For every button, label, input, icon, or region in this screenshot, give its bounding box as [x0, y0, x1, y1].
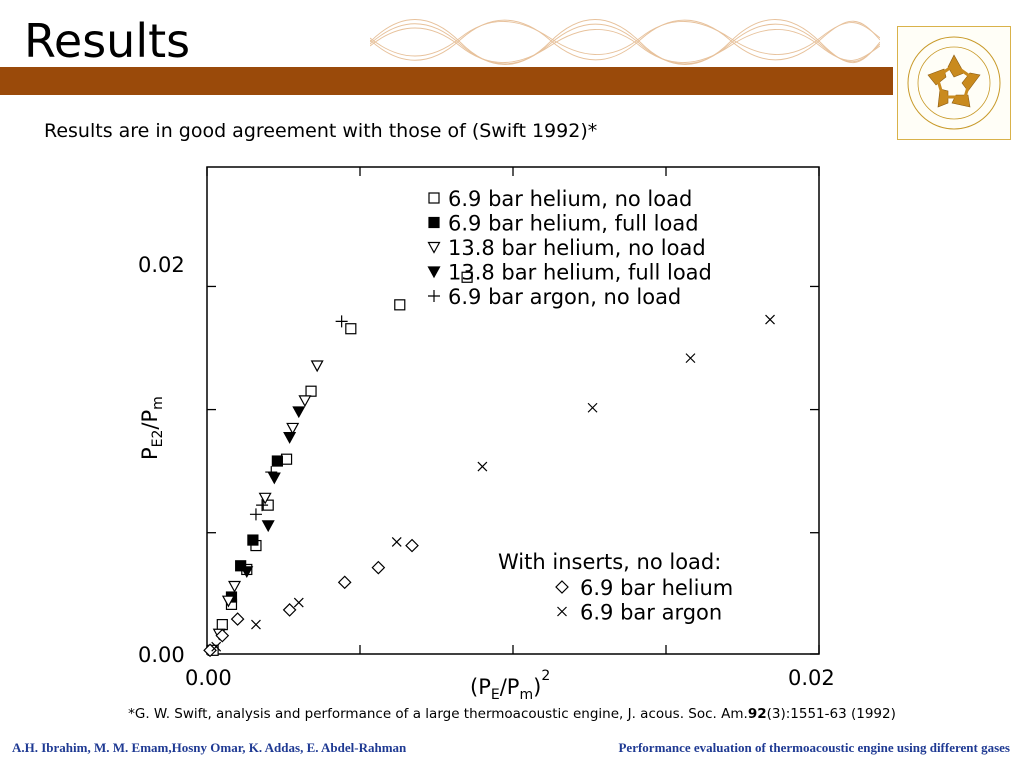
point-s1-3: [271, 455, 283, 467]
x-tick-label-1: 0.02: [788, 666, 835, 690]
point-s3-3: [283, 432, 297, 444]
point-s2-5: [298, 395, 312, 408]
point-s0-8: [345, 323, 357, 335]
point-s5-2: [230, 612, 245, 626]
point-s2-1: [221, 595, 235, 608]
legend-label-4: 6.9 bar argon, no load: [448, 285, 681, 309]
footer-title: Performance evaluation of thermoacoustic…: [618, 740, 1010, 755]
y-tick-label-0: 0.00: [138, 643, 185, 667]
point-s6-7: [765, 314, 775, 325]
point-s6-3: [391, 536, 402, 547]
point-s3-2: [267, 472, 281, 485]
legend-label-2: 13.8 bar helium, no load: [448, 236, 706, 260]
point-s6-1: [251, 619, 261, 630]
reference-suffix: (3):1551-63 (1992): [766, 706, 896, 722]
auc-logo: [897, 26, 1011, 140]
point-s6-2: [293, 597, 304, 608]
legend-marker-1: [428, 216, 440, 229]
legend-marker-0: [428, 192, 440, 204]
legend-inserts-title: With inserts, no load:: [498, 550, 721, 574]
slide-title: Results: [24, 14, 191, 68]
point-s2-2: [228, 580, 242, 593]
point-s5-3: [282, 603, 297, 617]
legend-label-3: 13.8 bar helium, full load: [448, 261, 712, 285]
x-tick-label-0: 0.00: [185, 666, 232, 690]
footer-authors: A.H. Ibrahim, M. M. Emam,Hosny Omar, K. …: [12, 740, 407, 755]
point-s2-3: [258, 492, 272, 505]
point-s0-1: [216, 618, 228, 631]
point-s6-0: [211, 641, 222, 652]
reference-prefix: *G. W. Swift, analysis and performance o…: [128, 706, 748, 722]
y-axis-label: PE2/Pm: [138, 396, 166, 460]
point-s0-10: [461, 271, 473, 283]
legend-marker-2: [427, 241, 441, 254]
legend-label-5: 6.9 bar helium: [580, 576, 733, 600]
point-s5-1: [215, 628, 230, 643]
point-s2-4: [286, 422, 300, 435]
legend-label-1: 6.9 bar helium, full load: [448, 212, 699, 236]
legend-label-6: 6.9 bar argon: [580, 601, 722, 625]
point-s6-5: [587, 402, 598, 413]
decorative-wave: [370, 19, 880, 65]
point-s5-4: [337, 575, 352, 590]
reference-volume: 92: [747, 706, 767, 722]
legend-marker-6: [557, 606, 567, 617]
point-s3-0: [240, 566, 254, 579]
point-s5-5: [371, 560, 386, 575]
point-s3-4: [292, 406, 306, 419]
data-points: [203, 271, 775, 658]
point-s4-1: [256, 499, 269, 512]
slide-subtitle: Results are in good agreement with those…: [44, 120, 598, 142]
y-tick-label-1: 0.02: [138, 253, 185, 277]
point-s6-6: [685, 353, 696, 364]
point-s3-1: [261, 520, 275, 533]
axis-ticks: [206, 167, 820, 655]
point-s1-1: [235, 560, 247, 572]
point-s2-6: [310, 360, 324, 373]
point-s0-9: [394, 299, 406, 311]
point-s6-4: [477, 461, 488, 472]
reference-note: *G. W. Swift, analysis and performance o…: [0, 706, 1024, 722]
legend-marker-4: [428, 290, 440, 302]
point-s0-7: [305, 385, 317, 397]
auc-logo-icon: [907, 36, 1001, 130]
legend-marker-3: [427, 266, 441, 279]
point-s1-2: [247, 534, 259, 546]
legend-label-0: 6.9 bar helium, no load: [448, 187, 692, 211]
x-axis-label: (PE/Pm)2: [470, 668, 550, 703]
legend-inserts: With inserts, no load:6.9 bar helium6.9 …: [498, 550, 733, 625]
legend-marker-5: [555, 580, 569, 594]
point-s4-3: [335, 315, 348, 328]
point-s4-2: [265, 466, 278, 479]
point-s0-6: [280, 453, 293, 465]
point-s4-0: [249, 508, 262, 521]
point-s5-6: [405, 538, 419, 553]
title-band: [0, 67, 893, 95]
